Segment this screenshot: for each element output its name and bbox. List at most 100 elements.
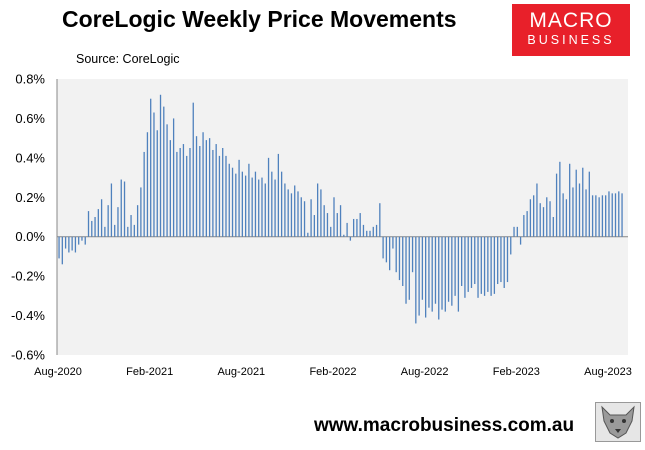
bar	[215, 144, 217, 237]
bar	[84, 236, 86, 245]
bar	[303, 201, 306, 237]
bar	[425, 236, 427, 318]
bar	[582, 167, 584, 237]
bar	[330, 226, 332, 237]
bar	[575, 169, 577, 237]
y-tick-label: 0.8%	[15, 72, 45, 87]
bar	[510, 236, 512, 255]
x-tick-label: Aug-2023	[584, 366, 632, 378]
y-tick-label: 0.0%	[15, 229, 45, 244]
bar	[244, 175, 247, 237]
bar	[228, 163, 230, 237]
bar	[605, 195, 607, 237]
bar	[480, 236, 482, 294]
bar	[176, 151, 178, 237]
bar	[117, 207, 119, 237]
x-tick-label: Aug-2020	[34, 366, 82, 378]
y-tick-label: 0.6%	[15, 111, 45, 126]
bar	[519, 236, 522, 245]
bar	[297, 191, 299, 237]
y-tick-label: 0.4%	[15, 150, 45, 165]
bar	[428, 236, 430, 308]
bar	[136, 205, 139, 237]
bar	[320, 189, 322, 237]
bar	[133, 224, 135, 237]
bar	[241, 171, 243, 237]
bar	[549, 201, 551, 237]
bar	[71, 236, 73, 251]
bar	[618, 191, 620, 237]
logo-line-2: BUSINESS	[527, 33, 615, 47]
bar	[405, 236, 407, 304]
bar	[205, 140, 207, 237]
bar	[539, 203, 541, 237]
bar	[179, 148, 181, 237]
bar	[307, 232, 309, 237]
bar	[434, 236, 437, 304]
bar	[130, 215, 132, 237]
bar	[343, 234, 345, 237]
bar	[408, 236, 410, 300]
bar	[395, 236, 397, 273]
footer-url: www.macrobusiness.com.au	[314, 415, 575, 436]
bar	[336, 213, 338, 237]
bar	[225, 155, 227, 237]
bar	[359, 213, 361, 237]
bar	[513, 226, 515, 237]
macro-business-logo: MACRO BUSINESS	[512, 4, 630, 56]
source-note: Source: CoreLogic	[76, 52, 180, 66]
bar	[110, 183, 113, 237]
bar	[258, 179, 260, 237]
weekly-price-chart: 0.8% 0.6% 0.4% 0.2% 0.0% -0.2% -0.4% -0.6% Aug-…	[11, 72, 632, 379]
bar	[516, 226, 518, 237]
bar	[290, 193, 293, 237]
bar	[189, 148, 191, 237]
bar	[529, 199, 532, 237]
bar	[100, 199, 103, 237]
bar	[569, 163, 571, 237]
bar	[542, 207, 545, 237]
bar	[444, 236, 446, 312]
bar	[333, 197, 335, 237]
x-tick-label: Aug-2022	[401, 366, 449, 378]
bar	[536, 183, 538, 237]
bar	[300, 197, 302, 237]
bar	[454, 236, 456, 296]
bar	[248, 163, 250, 237]
bar	[58, 236, 60, 259]
bar	[195, 136, 198, 237]
bar	[146, 132, 149, 237]
bar	[389, 236, 391, 271]
x-tick-label: Feb-2022	[309, 366, 356, 378]
bar	[598, 197, 600, 237]
bar	[326, 213, 329, 237]
bar	[287, 189, 289, 237]
bar	[114, 224, 116, 237]
bar	[81, 236, 83, 241]
bar	[284, 183, 286, 237]
bar	[143, 151, 145, 237]
bar	[208, 138, 211, 237]
bar	[369, 230, 371, 237]
bar	[418, 236, 420, 316]
bar	[159, 94, 162, 237]
bar	[385, 236, 388, 263]
bar	[366, 230, 368, 237]
bar	[222, 148, 224, 237]
bar	[310, 199, 312, 237]
bar	[140, 187, 142, 237]
bar	[352, 218, 355, 237]
bar	[107, 205, 109, 237]
bar	[523, 215, 525, 237]
bar	[254, 171, 257, 237]
bar	[339, 205, 342, 237]
bar	[621, 193, 623, 237]
bar	[271, 171, 273, 237]
bar	[166, 124, 168, 237]
bar	[294, 185, 296, 237]
bar-series	[58, 94, 623, 324]
bar	[415, 236, 417, 324]
bar	[474, 236, 476, 285]
bar	[74, 236, 77, 253]
bar	[235, 173, 237, 237]
